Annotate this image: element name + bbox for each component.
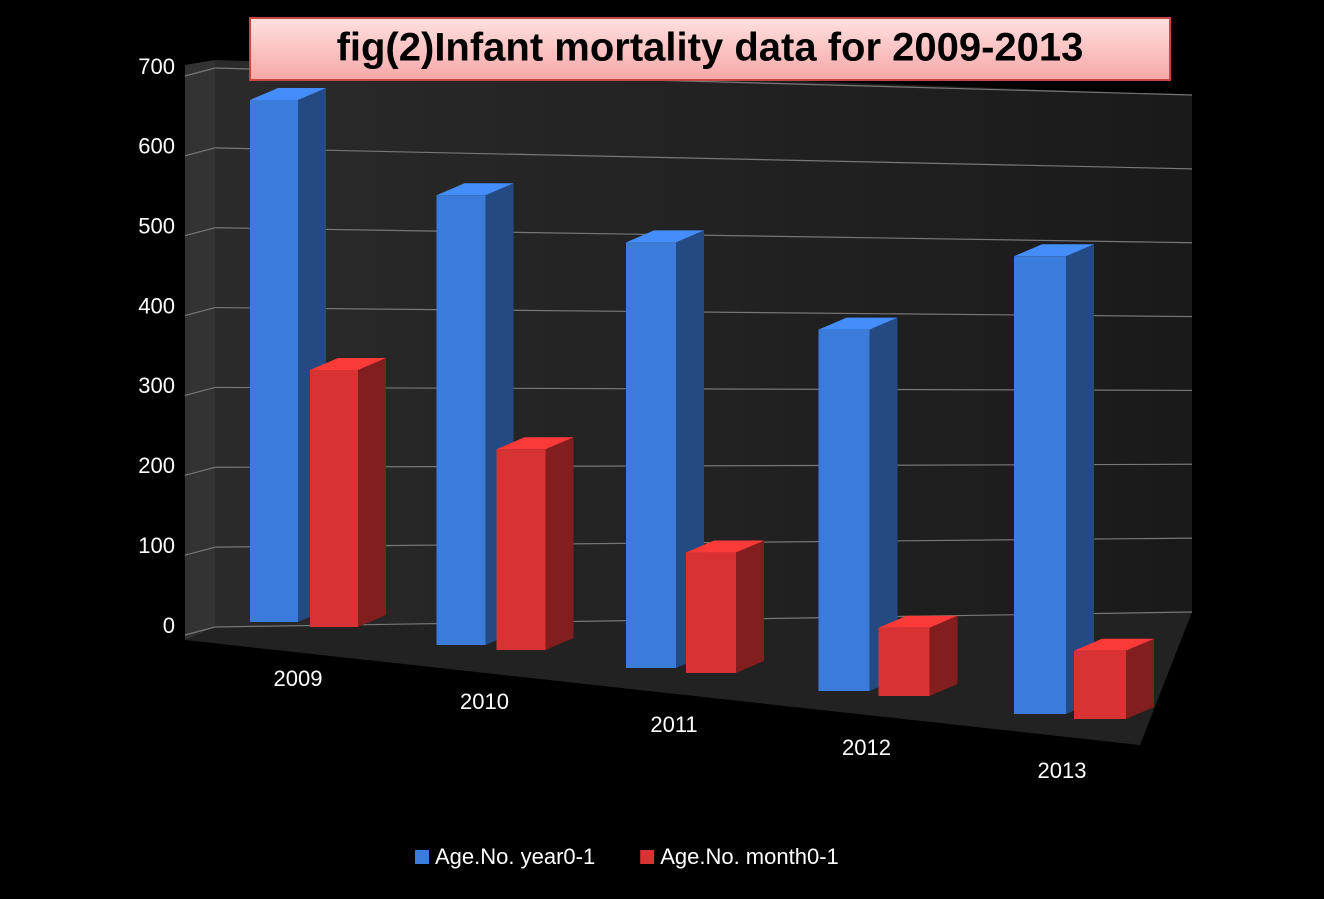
side-grid-line <box>184 386 216 397</box>
side-grid-line <box>184 147 216 157</box>
bar <box>626 242 676 668</box>
y-tick-label: 0 <box>163 613 175 638</box>
bar <box>1074 650 1126 719</box>
x-tick-label: 2011 <box>650 712 697 737</box>
x-tick-label: 2012 <box>842 735 891 760</box>
side-grid-line <box>184 546 216 556</box>
bar <box>1014 256 1066 714</box>
bar-top <box>878 615 958 628</box>
bar-side <box>1126 638 1154 719</box>
x-tick-label: 2010 <box>460 689 509 714</box>
bar-top <box>686 540 764 553</box>
y-tick-label: 300 <box>138 373 175 398</box>
legend-swatch <box>640 850 655 864</box>
side-grid-line <box>184 626 216 636</box>
legend: Age.No. year0-1 Age.No. month0-1 <box>415 844 839 869</box>
y-tick-label: 700 <box>138 54 175 79</box>
bar-top <box>436 183 514 196</box>
legend-swatch <box>415 850 429 864</box>
side-grid-line <box>184 67 216 77</box>
side-grid-line <box>184 227 216 237</box>
y-tick-label: 500 <box>138 214 175 239</box>
bar-side <box>929 615 958 696</box>
bar-side <box>1066 244 1094 714</box>
bar-top <box>496 437 574 450</box>
bar <box>686 552 736 673</box>
title-box <box>249 17 1171 81</box>
bar-top <box>626 230 704 243</box>
legend-label: Age.No. month0-1 <box>660 844 839 869</box>
bar-top <box>310 358 386 371</box>
chart-title: fig(2)Infant mortality data for 2009-201… <box>337 26 1084 70</box>
bar <box>436 195 486 645</box>
bar-side <box>736 540 764 673</box>
bar-side <box>358 358 386 627</box>
bar <box>496 449 546 650</box>
bar-top <box>1074 638 1154 651</box>
grid-line <box>214 147 1193 170</box>
side-grid-line <box>184 466 216 476</box>
bar <box>818 329 870 691</box>
y-tick-label: 400 <box>138 293 175 318</box>
bar <box>878 627 930 696</box>
bar-top <box>818 317 898 330</box>
y-tick-label: 200 <box>138 453 175 478</box>
bars: 2009 2010 2011 2012 2013 <box>250 88 1154 783</box>
x-tick-label: 2013 <box>1038 758 1087 783</box>
y-tick-label: 100 <box>138 533 175 558</box>
bar-top <box>250 88 326 100</box>
side-grid-line <box>184 306 216 317</box>
bar-side <box>869 317 898 691</box>
bar <box>310 370 358 627</box>
y-tick-label: 600 <box>138 134 175 159</box>
bar <box>250 100 298 622</box>
x-tick-label: 2009 <box>274 666 323 691</box>
legend-label: Age.No. year0-1 <box>435 844 595 869</box>
bar-top <box>1014 244 1094 257</box>
side-wall <box>185 60 215 640</box>
bar-side <box>545 437 574 650</box>
